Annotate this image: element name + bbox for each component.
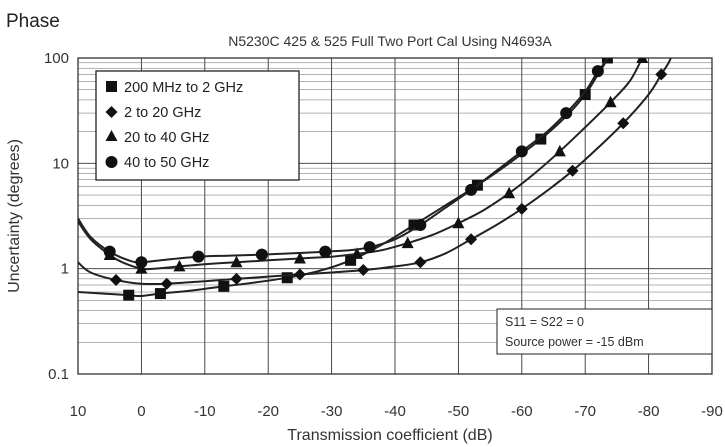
x-tick-label: -20 bbox=[257, 403, 279, 420]
x-tick-label: -30 bbox=[321, 403, 343, 420]
plot-frame bbox=[77, 57, 713, 375]
data-point-square bbox=[123, 289, 135, 301]
annotation-frame bbox=[496, 308, 713, 355]
legend-marker-diamond-icon bbox=[105, 106, 118, 118]
data-point-circle bbox=[591, 65, 604, 78]
data-point-diamond bbox=[293, 268, 306, 281]
data-point-diamond bbox=[617, 117, 630, 130]
data-point-circle bbox=[255, 248, 268, 261]
x-tick-label: -90 bbox=[701, 403, 723, 420]
data-point-circle bbox=[135, 256, 148, 269]
data-point-diamond bbox=[357, 264, 370, 277]
y-tick-label: 10 bbox=[52, 155, 69, 172]
legend: 200 MHz to 2 GHz 2 to 20 GHz 20 to 40 GH… bbox=[95, 70, 300, 181]
data-point-triangle bbox=[230, 255, 243, 268]
data-point-diamond bbox=[566, 164, 579, 177]
data-point-circle bbox=[363, 241, 376, 254]
x-axis-label: Transmission coefficient (dB) bbox=[287, 427, 492, 444]
data-point-circle bbox=[560, 107, 573, 120]
data-point-circle bbox=[465, 183, 478, 196]
data-point-triangle bbox=[401, 236, 414, 249]
x-tick-label: -80 bbox=[638, 403, 660, 420]
chart-title: N5230C 425 & 525 Full Two Port Cal Using… bbox=[228, 33, 552, 49]
series-line-3 bbox=[78, 58, 644, 271]
data-point-triangle bbox=[636, 58, 649, 63]
legend-box bbox=[95, 70, 300, 181]
x-tick-label: -60 bbox=[511, 403, 533, 420]
x-tick-label: -10 bbox=[194, 403, 216, 420]
legend-label-series-3: 20 to 40 GHz bbox=[124, 130, 209, 146]
data-point-square bbox=[535, 133, 547, 145]
x-tick-label: -50 bbox=[448, 403, 470, 420]
y-axis-ticks: 0.1 1 10 100 bbox=[44, 50, 69, 383]
legend-marker-circle-icon bbox=[105, 156, 118, 168]
data-point-triangle bbox=[173, 259, 186, 272]
data-point-square bbox=[345, 254, 357, 266]
legend-marker-triangle-icon bbox=[105, 130, 118, 141]
data-point-triangle bbox=[293, 251, 306, 264]
legend-label-series-1: 200 MHz to 2 GHz bbox=[124, 80, 243, 96]
data-point-circle bbox=[192, 250, 205, 263]
data-point-square bbox=[281, 272, 293, 284]
data-point-triangle bbox=[604, 95, 617, 108]
data-point-diamond bbox=[515, 202, 528, 215]
data-point-circle bbox=[319, 245, 332, 258]
annotation-line-2: Source power = -15 dBm bbox=[505, 335, 644, 349]
series-group bbox=[78, 58, 672, 301]
y-tick-label: 100 bbox=[44, 50, 69, 67]
data-point-square bbox=[601, 58, 613, 64]
series-3 bbox=[78, 58, 649, 274]
data-point-square bbox=[408, 219, 420, 231]
y-axis-label: Uncertainty (degrees) bbox=[6, 139, 23, 293]
annotation-line-1: S11 = S22 = 0 bbox=[505, 315, 584, 329]
data-point-diamond bbox=[230, 272, 243, 285]
data-point-circle bbox=[515, 145, 528, 158]
series-2 bbox=[78, 58, 672, 290]
x-tick-label: 0 bbox=[137, 403, 145, 420]
annotation-box: S11 = S22 = 0 Source power = -15 dBm bbox=[496, 308, 713, 355]
phase-heading: Phase bbox=[6, 11, 60, 32]
data-point-diamond bbox=[655, 68, 668, 81]
legend-label-series-2: 2 to 20 GHz bbox=[124, 105, 201, 121]
data-point-square bbox=[218, 280, 230, 292]
data-point-diamond bbox=[414, 256, 427, 269]
data-point-diamond bbox=[110, 274, 123, 287]
legend-label-series-4: 40 to 50 GHz bbox=[124, 155, 209, 171]
data-point-triangle bbox=[553, 144, 566, 157]
data-point-triangle bbox=[452, 216, 465, 229]
series-4 bbox=[78, 58, 609, 269]
data-point-circle bbox=[103, 245, 116, 258]
data-point-diamond bbox=[160, 277, 173, 290]
data-point-triangle bbox=[350, 247, 363, 259]
data-point-square bbox=[579, 89, 591, 101]
data-point-square bbox=[154, 288, 166, 300]
legend-marker-square-icon bbox=[106, 81, 117, 92]
x-tick-label: 10 bbox=[70, 403, 87, 420]
y-tick-label: 1 bbox=[61, 261, 69, 278]
data-point-circle bbox=[414, 218, 427, 231]
y-tick-label: 0.1 bbox=[48, 366, 69, 383]
data-point-diamond bbox=[465, 233, 478, 246]
x-tick-label: -40 bbox=[384, 403, 406, 420]
x-tick-label: -70 bbox=[574, 403, 596, 420]
x-axis-ticks: 10 0 -10 -20 -30 -40 -50 -60 -70 -80 -90 bbox=[70, 403, 723, 420]
data-point-triangle bbox=[503, 186, 516, 199]
